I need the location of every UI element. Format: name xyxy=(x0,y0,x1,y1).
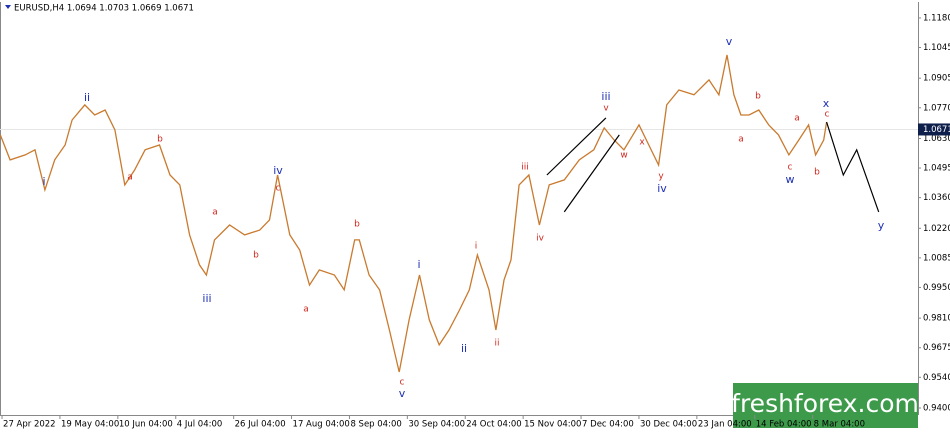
wave-label: w xyxy=(620,151,627,161)
wave-label: iii xyxy=(601,90,610,103)
y-tick-label: 0.9540 xyxy=(923,373,950,383)
y-tick-label: 1.0630 xyxy=(923,134,950,144)
current-price-tag xyxy=(918,123,950,136)
y-tick-label: 1.1045 xyxy=(923,43,950,53)
x-tick-label: 7 Dec 04:00 xyxy=(582,420,634,430)
wave-label: i xyxy=(42,175,45,188)
y-tick-label: 1.0495 xyxy=(923,164,950,174)
wave-label: ii xyxy=(461,342,467,355)
wave-label: i xyxy=(475,242,478,252)
projection-line xyxy=(546,117,607,176)
projection-line xyxy=(826,121,880,213)
wave-label: i xyxy=(417,258,420,271)
wave-label: v xyxy=(399,387,406,400)
x-tick-label: 24 Oct 04:00 xyxy=(466,420,521,430)
projection-line xyxy=(563,134,620,213)
current-price-label: 1.0671 xyxy=(923,125,950,135)
y-tick-label: 0.9950 xyxy=(923,283,950,293)
y-tick-label: 1.0220 xyxy=(923,224,950,234)
y-tick-label: 1.1180 xyxy=(923,13,950,23)
wave-label: c xyxy=(400,378,405,388)
wave-label: iv xyxy=(657,182,667,195)
y-tick-label: 1.0905 xyxy=(923,74,950,84)
wave-label: b xyxy=(157,135,163,145)
y-tick-label: 1.0770 xyxy=(923,103,950,113)
wave-label: ii xyxy=(84,91,90,104)
wave-label: c xyxy=(825,110,830,120)
wave-label: x xyxy=(823,97,830,110)
y-tick-label: 0.9675 xyxy=(923,343,950,353)
wave-label: w xyxy=(786,173,795,186)
wave-label: y xyxy=(878,219,885,232)
wave-label: ii xyxy=(494,339,499,349)
x-tick-label: 23 Jan 04:00 xyxy=(698,420,752,430)
wave-label: b xyxy=(755,92,761,102)
wave-label: b xyxy=(253,251,259,261)
price-line xyxy=(0,54,828,373)
y-tick-label: 1.0085 xyxy=(923,253,950,263)
x-tick-label: 10 Jun 04:00 xyxy=(119,420,173,430)
x-tick-label: 26 Jul 04:00 xyxy=(235,420,286,430)
wave-label: y xyxy=(658,172,664,182)
wave-label: a xyxy=(127,173,133,183)
x-tick-label: 4 Jul 04:00 xyxy=(177,420,223,430)
wave-label: v xyxy=(603,104,609,114)
wave-label: b xyxy=(354,220,360,230)
chart-title: EURUSD,H4 1.0694 1.0703 1.0669 1.0671 xyxy=(14,4,194,14)
wave-label: c xyxy=(276,184,281,194)
wave-label: a xyxy=(738,135,744,145)
watermark: freshforex.com xyxy=(731,389,919,418)
x-tick-label: 17 Aug 04:00 xyxy=(293,420,350,430)
wave-label: c xyxy=(788,163,793,173)
y-tick-label: 0.9400 xyxy=(923,403,950,413)
wave-label: iv xyxy=(273,164,283,177)
y-tick-label: 0.9810 xyxy=(923,314,950,324)
x-tick-label: 30 Dec 04:00 xyxy=(640,420,697,430)
x-tick-label: 8 Sep 04:00 xyxy=(350,420,401,430)
x-tick-label: 30 Sep 04:00 xyxy=(408,420,465,430)
x-tick-label: 15 Nov 04:00 xyxy=(524,420,581,430)
wave-label: v xyxy=(726,35,733,48)
x-tick-label: 8 Mar 04:00 xyxy=(814,420,865,430)
x-tick-label: 19 May 04:00 xyxy=(61,420,119,430)
wave-label: b xyxy=(814,168,820,178)
wave-label: a xyxy=(794,114,800,124)
logo-box xyxy=(733,383,918,428)
wave-label: a xyxy=(212,208,218,218)
wave-label: iii xyxy=(521,163,529,173)
wave-label: iv xyxy=(536,234,545,244)
wave-label: x xyxy=(639,138,645,148)
wave-label: a xyxy=(303,305,309,315)
x-tick-label: 27 Apr 2022 xyxy=(3,420,56,430)
y-tick-label: 1.0360 xyxy=(923,193,950,203)
x-tick-label: 14 Feb 04:00 xyxy=(756,420,812,430)
wave-label: iii xyxy=(202,292,211,305)
symbol-icon xyxy=(5,5,11,9)
